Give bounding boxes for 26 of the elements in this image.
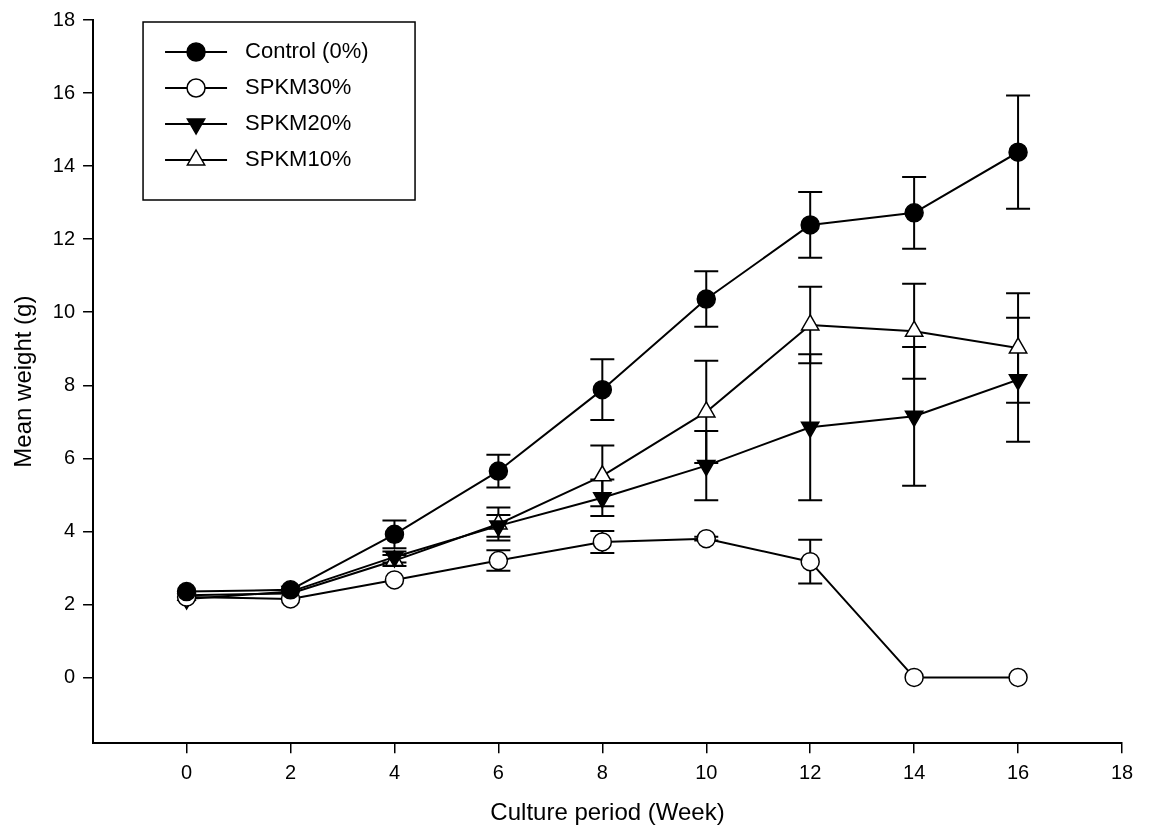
x-tick-label: 0 (181, 760, 193, 783)
x-tick-label: 10 (695, 760, 718, 783)
y-axis-title: Mean weight (g) (9, 295, 37, 468)
x-tick-label: 6 (492, 760, 504, 783)
legend-label: SPKM10% (245, 146, 352, 172)
y-tick-label: 0 (63, 664, 76, 687)
x-tick-label: 18 (1110, 760, 1134, 783)
x-tick-label: 14 (903, 760, 926, 783)
y-tick-label: 10 (52, 299, 76, 322)
x-tick-label: 8 (596, 760, 608, 783)
y-tick-label: 8 (63, 372, 76, 395)
legend-label: SPKM30% (245, 74, 352, 100)
x-tick-label: 16 (1006, 760, 1030, 783)
x-tick-label: 2 (284, 760, 297, 783)
y-tick-label: 2 (63, 591, 76, 614)
legend-label: SPKM20% (245, 110, 352, 136)
x-axis-title: Culture period (Week) (490, 798, 725, 826)
y-tick-label: 4 (63, 518, 76, 541)
y-tick-label: 14 (52, 153, 76, 176)
y-tick-label: 16 (52, 80, 76, 103)
y-tick-label: 12 (52, 226, 76, 249)
y-tick-label: 6 (63, 445, 76, 468)
x-tick-label: 12 (799, 760, 822, 783)
y-tick-label: 18 (52, 7, 76, 30)
x-tick-label: 4 (388, 760, 401, 783)
legend-label: Control (0%) (245, 38, 369, 64)
